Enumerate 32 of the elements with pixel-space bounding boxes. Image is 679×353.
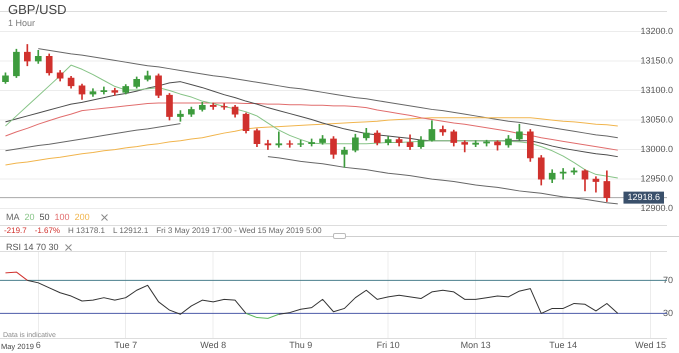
y-tick-label: 30 — [662, 308, 673, 318]
y-tick-label: 12900.0 — [640, 203, 673, 214]
y-tick-label: 13200.0 — [640, 26, 673, 36]
x-tick-label: Tue 7 — [114, 340, 138, 350]
y-tick-label: 13150.0 — [640, 55, 673, 66]
text: 1 Hour — [8, 18, 36, 28]
text: 20 — [24, 212, 35, 222]
ref-line-label: 12918.6 — [627, 192, 660, 202]
x-tick-label: Fri 10 — [376, 340, 400, 350]
x-tick-label: Thu 9 — [289, 340, 312, 350]
chart-title: RSI 14 70 30 — [6, 242, 59, 252]
candlestick — [220, 103, 228, 110]
text: Fri 3 May 2019 17:00 - Wed 15 May 2019 5:00 — [156, 226, 322, 235]
text: 50 — [40, 212, 50, 222]
y-tick-label: 13050.0 — [640, 114, 673, 125]
y-tick-label: 13100.0 — [640, 85, 673, 96]
text: -219.7 — [4, 226, 27, 235]
x-tick-label: Wed 8 — [200, 340, 226, 350]
text: -1.67% — [34, 226, 60, 235]
text: L 12912.1 — [112, 226, 148, 235]
text: H 13178.1 — [68, 226, 105, 235]
y-tick-label: 70 — [662, 274, 673, 285]
chart-title: GBP/USD — [8, 2, 67, 17]
x-tick-label: 6 — [36, 340, 41, 350]
text: 100 — [54, 212, 70, 222]
legend-title: MA — [6, 212, 20, 222]
x-tick-label: Wed 15 — [635, 340, 666, 350]
text: 200 — [74, 212, 90, 222]
y-tick-label: 12950.0 — [640, 174, 673, 184]
x-tick-label: Tue 14 — [549, 340, 577, 350]
y-tick-label: 13000.0 — [640, 144, 673, 154]
x-tick-label: Mon 13 — [460, 340, 491, 350]
